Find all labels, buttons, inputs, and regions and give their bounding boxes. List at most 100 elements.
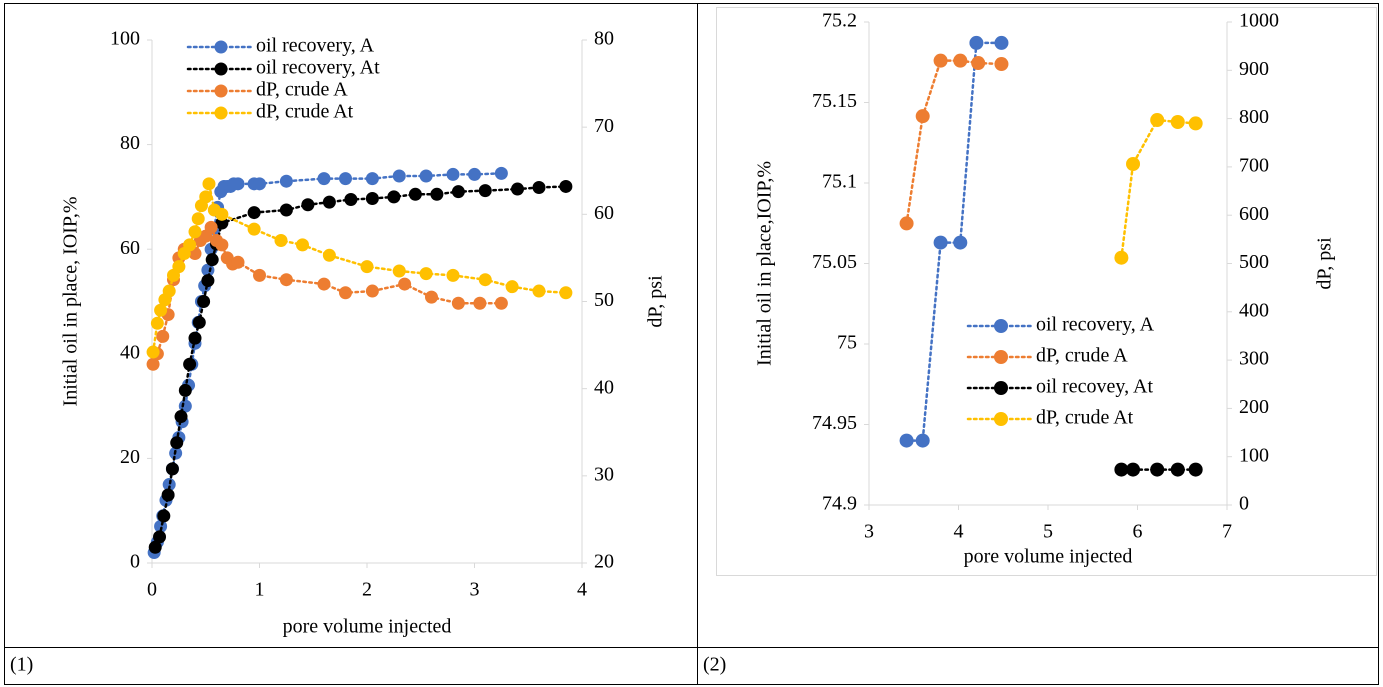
- data-point: [419, 267, 433, 281]
- data-point: [215, 238, 229, 252]
- chart-border: [716, 7, 1377, 576]
- data-point: [933, 235, 948, 250]
- data-point: [162, 478, 176, 492]
- data-point: [392, 169, 406, 183]
- data-point: [1150, 462, 1165, 477]
- y-tick-label: 0: [130, 551, 140, 573]
- caption: (1): [10, 654, 33, 676]
- y-tick-label: 75.15: [812, 90, 857, 112]
- x-tick-label: 3: [470, 579, 480, 601]
- data-point: [317, 277, 331, 291]
- legend-label: dP, crude A: [1036, 345, 1128, 367]
- y-tick-label: 80: [120, 132, 140, 154]
- data-point: [953, 53, 968, 68]
- y-tick-label: 75.1: [822, 171, 857, 193]
- legend-label: dP, crude At: [256, 101, 354, 123]
- legend-label: oil recovey, At: [1036, 376, 1153, 398]
- data-point: [201, 274, 215, 288]
- data-point: [188, 225, 202, 239]
- data-point: [154, 519, 168, 533]
- y2-tick-label: 80: [594, 28, 614, 50]
- data-point: [899, 216, 914, 231]
- data-point: [451, 185, 465, 199]
- y2-tick-label: 900: [1239, 58, 1269, 80]
- legend-label: oil recovery, A: [256, 35, 375, 57]
- data-point: [473, 296, 487, 310]
- x-tick-label: 2: [362, 579, 372, 601]
- data-point: [279, 203, 293, 217]
- data-point: [204, 220, 218, 234]
- data-point: [296, 238, 309, 252]
- data-point: [1170, 462, 1185, 477]
- data-point: [188, 331, 202, 345]
- data-point: [339, 172, 352, 186]
- legend-marker: [214, 40, 228, 54]
- data-point: [274, 233, 288, 247]
- data-point: [150, 316, 164, 330]
- data-point: [279, 174, 293, 188]
- series-line: [905, 59, 1003, 225]
- table-border: [4, 3, 1379, 685]
- legend-marker: [994, 319, 1008, 333]
- data-point: [205, 253, 219, 267]
- data-point: [1126, 462, 1141, 477]
- data-point: [446, 167, 460, 181]
- data-point: [971, 56, 986, 71]
- y2-tick-label: 100: [1239, 444, 1269, 466]
- data-point: [1170, 114, 1185, 129]
- data-point: [279, 273, 293, 287]
- y2-tick-label: 30: [594, 463, 614, 485]
- y2-tick-label: 700: [1239, 154, 1269, 176]
- data-point: [231, 255, 245, 269]
- data-point: [247, 206, 261, 220]
- x-tick-label: 0: [147, 579, 157, 601]
- x-tick-label: 4: [577, 579, 587, 601]
- y2-tick-label: 400: [1239, 299, 1269, 321]
- data-point: [199, 190, 213, 204]
- data-point: [915, 109, 930, 124]
- data-point: [154, 303, 168, 317]
- data-point: [994, 57, 1009, 72]
- data-point: [247, 222, 261, 236]
- y2-tick-label: 20: [594, 551, 614, 573]
- x-tick-label: 4: [954, 521, 964, 543]
- data-point: [215, 207, 229, 221]
- y2-tick-label: 600: [1239, 203, 1269, 225]
- x-axis-label: pore volume injected: [964, 546, 1133, 568]
- data-point: [1150, 113, 1165, 128]
- data-point: [157, 509, 171, 523]
- data-point: [253, 177, 266, 191]
- y-tick-label: 75.05: [812, 251, 857, 273]
- y-tick-label: 74.9: [822, 493, 857, 515]
- data-point: [915, 433, 930, 448]
- x-tick-label: 3: [864, 521, 874, 543]
- x-tick-label: 1: [255, 579, 265, 601]
- data-point: [183, 357, 197, 371]
- x-axis-label: pore volume injected: [283, 616, 452, 638]
- y-tick-label: 100: [110, 28, 140, 50]
- data-point: [156, 329, 170, 343]
- legend-label: oil recovery, At: [256, 57, 380, 79]
- data-point: [146, 345, 160, 359]
- data-point: [365, 284, 379, 298]
- data-point: [202, 177, 216, 191]
- legend-marker: [214, 84, 228, 98]
- y2-tick-label: 500: [1239, 251, 1269, 273]
- legend-marker: [994, 412, 1008, 426]
- data-point: [165, 462, 179, 476]
- data-point: [969, 35, 984, 50]
- y2-tick-label: 0: [1239, 493, 1249, 515]
- data-point: [174, 410, 188, 424]
- y2-tick-label: 70: [594, 115, 614, 137]
- data-point: [387, 190, 401, 204]
- data-point: [146, 357, 160, 371]
- y-tick-label: 74.95: [812, 412, 857, 434]
- data-point: [511, 182, 524, 196]
- data-point: [425, 290, 438, 304]
- data-point: [494, 296, 508, 310]
- y2-tick-label: 1000: [1239, 10, 1279, 32]
- data-point: [505, 280, 519, 294]
- legend-marker: [994, 350, 1008, 364]
- x-tick-label: 7: [1222, 521, 1232, 543]
